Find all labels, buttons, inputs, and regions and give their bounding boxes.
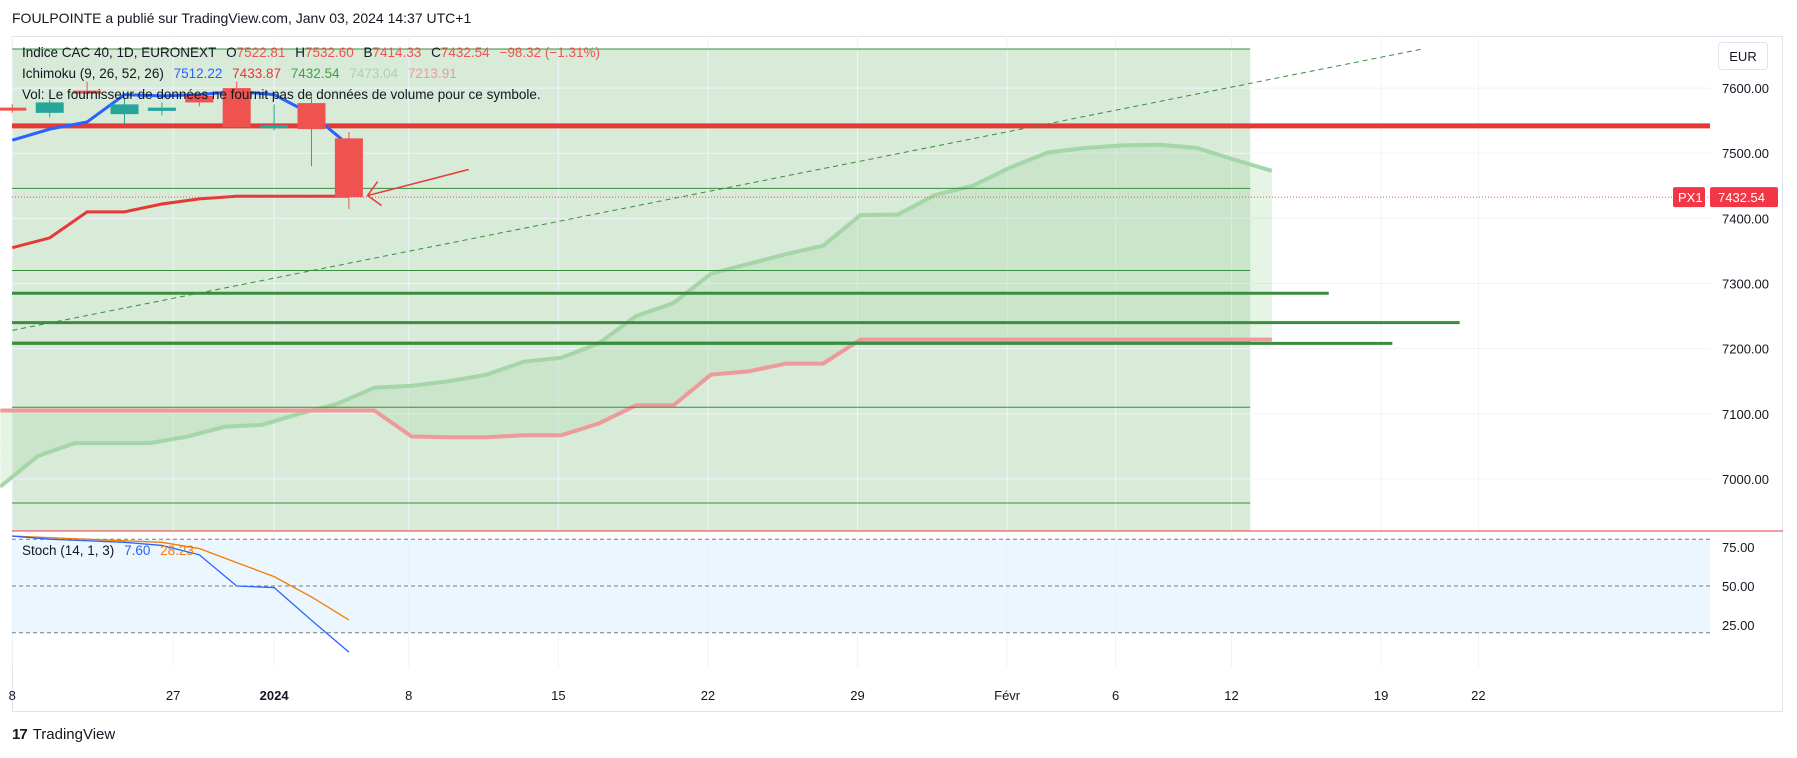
time-axis-label: 15	[551, 688, 565, 703]
open-value: O7522.81	[226, 45, 286, 60]
brand-name: TradingView	[32, 726, 116, 743]
arrow-annotation	[367, 168, 469, 197]
volume-text: Vol: Le fournisseur de données ne fourni…	[22, 87, 541, 102]
price-axis-label: 7600.00	[1722, 81, 1769, 96]
stoch-d-line	[12, 535, 350, 621]
ichimoku-label: Ichimoku (9, 26, 52, 26)	[22, 66, 164, 81]
candle-body	[0, 107, 27, 111]
time-axis-label: 12	[1224, 688, 1238, 703]
stoch-k-line	[12, 535, 350, 653]
candle-body	[35, 102, 64, 113]
time-axis-label: Févr	[994, 688, 1021, 703]
ichimoku-chikou-value: 7432.54	[290, 66, 340, 81]
price-axis-label: 7300.00	[1722, 277, 1769, 292]
arrow-head	[366, 181, 383, 207]
ichimoku-kijun-value: 7433.87	[232, 66, 281, 81]
tradingview-logo-icon: 17	[12, 726, 28, 743]
price-tag-badge	[1673, 187, 1705, 208]
change-value: −98.32 (−1.31%)	[499, 45, 601, 60]
price-axis-label: 7100.00	[1722, 407, 1769, 422]
stoch-axis-label: 25.00	[1722, 618, 1755, 633]
last-price-value: 7432.54	[1718, 190, 1765, 205]
footer-brand[interactable]: 17 TradingView	[12, 726, 115, 743]
stoch-axis-label: 50.00	[1722, 579, 1755, 594]
currency-selector[interactable]: EUR	[1718, 42, 1768, 70]
ichimoku-tenkan-value: 7512.22	[173, 66, 223, 81]
kijun-line	[11, 194, 349, 250]
time-axis-label: 22	[1471, 688, 1485, 703]
volume-legend: Vol: Le fournisseur de données ne fourni…	[22, 87, 547, 102]
trend-line	[12, 48, 1423, 331]
ichimoku-span-a-value: 7473.04	[349, 66, 399, 81]
candle-body	[334, 138, 363, 198]
stoch-label: Stoch (14, 1, 3)	[22, 543, 115, 558]
ichimoku-span-b-line	[0, 337, 1272, 440]
time-axis-label: 27	[166, 688, 180, 703]
symbol-legend[interactable]: Indice CAC 40, 1D, EURONEXT O7522.81 H75…	[22, 45, 606, 60]
stoch-axis-label: 75.00	[1722, 540, 1755, 555]
ichimoku-span-a-line	[0, 142, 1273, 489]
price-axis-label: 7500.00	[1722, 146, 1769, 161]
green-zone-rect	[12, 49, 1251, 532]
time-axis-label: 19	[1374, 688, 1388, 703]
high-value: H7532.60	[295, 45, 354, 60]
time-axis-label: 6	[1112, 688, 1119, 703]
time-axis-label: 2024	[260, 688, 290, 703]
candle-body	[73, 90, 102, 94]
candle-body	[185, 95, 214, 103]
candle-body	[110, 104, 139, 115]
price-tag-label: PX1	[1678, 190, 1703, 205]
tenkan-line	[11, 89, 350, 147]
candle-body	[222, 88, 251, 128]
stoch-k-value: 7.60	[124, 543, 151, 558]
time-axis-label: 8	[405, 688, 412, 703]
time-axis-label: 22	[701, 688, 715, 703]
price-axis-label: 7400.00	[1722, 211, 1769, 226]
low-value: B7414.33	[363, 45, 422, 60]
symbol-name: Indice CAC 40, 1D, EURONEXT	[22, 45, 217, 60]
ichimoku-cloud	[0, 144, 1272, 487]
time-axis-label: 29	[850, 688, 864, 703]
publisher-header: FOULPOINTE a publié sur TradingView.com,…	[12, 10, 472, 26]
close-value: C7432.54	[431, 45, 490, 60]
candle-body	[260, 125, 289, 129]
ichimoku-span-b-value: 7213.91	[407, 66, 457, 81]
stoch-d-value: 28.23	[160, 543, 194, 558]
candle-body	[297, 103, 326, 130]
time-axis-label: 8	[9, 688, 16, 703]
price-axis-label: 7000.00	[1722, 472, 1769, 487]
candle-body	[147, 107, 176, 111]
stochastic-legend[interactable]: Stoch (14, 1, 3) 7.60 28.23	[22, 543, 200, 558]
ichimoku-legend[interactable]: Ichimoku (9, 26, 52, 26) 7512.22 7433.87…	[22, 66, 463, 81]
last-price-badge	[1710, 187, 1778, 208]
price-axis-label: 7200.00	[1722, 342, 1769, 357]
